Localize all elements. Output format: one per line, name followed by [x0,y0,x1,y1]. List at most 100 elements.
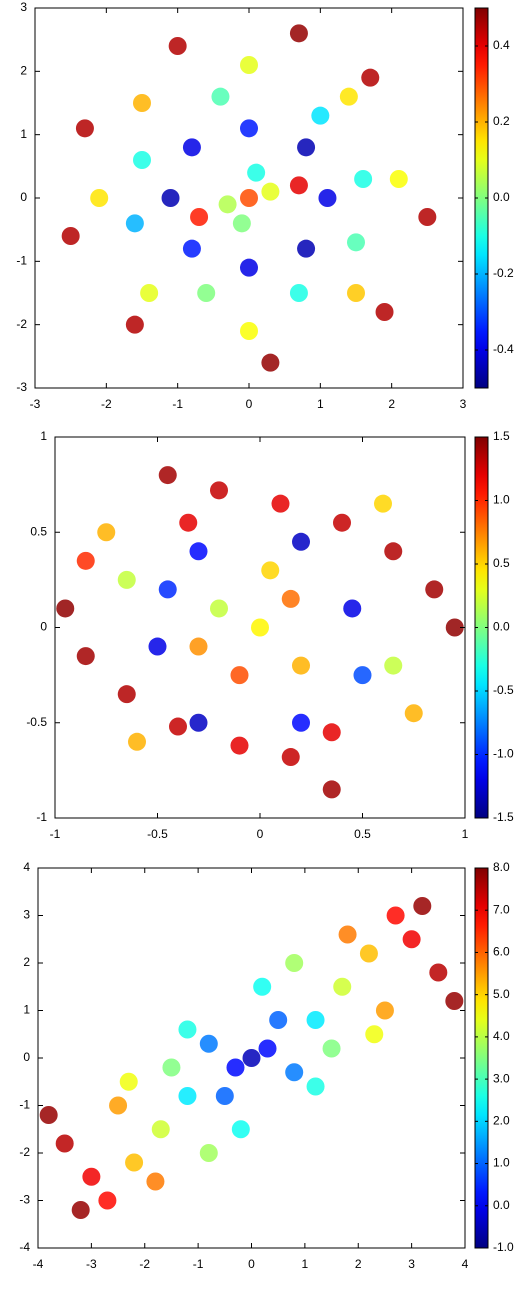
scatter-point [413,897,432,915]
scatter-point [353,666,372,685]
scatter-point [361,68,380,87]
colorbar-tick-label: 4.0 [493,1029,510,1043]
colorbar-tick-label: -1.5 [493,810,514,824]
scatter-point [333,513,351,532]
colorbar-tick-label: 5.0 [493,987,510,1001]
scatter-point [386,906,405,925]
scatter-point [125,315,144,334]
scatter-point [82,1167,101,1186]
scatter-point [210,481,228,500]
colorbar-tick-label: 0.0 [493,620,510,634]
scatter-point [297,239,316,258]
scatter-point [338,925,357,944]
y-tick-label: 0 [40,620,47,634]
x-tick-label: 4 [462,1257,469,1271]
scatter-point [247,163,266,182]
x-tick-label: 1 [317,397,324,411]
scatter-point [354,170,373,188]
scatter-point [199,1034,218,1053]
scatter-point [178,1020,197,1039]
scatter-point [76,551,95,570]
scatter-point [261,353,280,372]
scatter-point [158,466,177,485]
y-tick-label: 1 [20,127,27,141]
scatter-point [240,56,258,74]
scatter-point [189,713,208,732]
scatter-point [374,494,392,513]
y-tick-label: -1 [36,810,47,824]
scatter-point [230,666,249,685]
scatter-point [289,24,308,43]
x-tick-label: -2 [101,397,112,411]
scatter-point [365,1025,384,1044]
y-tick-label: -1 [19,1098,30,1112]
scatter-point [384,656,403,675]
scatter-point [56,599,75,618]
colorbar-tick-label: 8.0 [493,860,510,874]
scatter-point [240,189,258,207]
scatter-point [71,1201,90,1219]
scatter-point [289,176,308,195]
y-tick-label: 3 [23,908,30,922]
y-tick-label: 0 [23,1050,30,1064]
scatter-point [117,685,136,704]
scatter-point [189,637,208,656]
scatter-point [158,580,177,599]
scatter-point [333,977,352,996]
y-tick-label: 2 [20,64,27,78]
scatter-point [98,1191,117,1210]
x-tick-label: 1 [302,1257,309,1271]
scatter-point [179,513,198,532]
colorbar-tick-label: 0.5 [493,556,510,570]
scatter-point [306,1077,325,1096]
x-tick-label: -0.5 [147,827,168,841]
scatter-point [242,1049,261,1067]
x-tick-label: -1 [50,827,61,841]
scatter-point [343,599,362,618]
scatter-point [226,1058,245,1077]
scatter-point [190,208,209,226]
colorbar-tick-label: 7.0 [493,902,510,916]
scatter-point [289,284,308,302]
x-tick-label: 2 [388,397,395,411]
scatter-point [297,138,316,157]
scatter-point [375,1001,394,1020]
colorbar-tick-label: 0.0 [493,1198,510,1212]
scatter-point [253,977,272,996]
scatter-point [232,214,251,233]
scatter-point [97,523,116,542]
colorbar-tick-label: -0.2 [493,266,514,280]
colorbar-tick-label: -0.5 [493,683,514,697]
scatter-point [271,494,290,513]
scatter-point [445,618,464,637]
colorbar-tick-label: 1.0 [493,1156,510,1170]
scatter-point [128,732,146,751]
scatter-point [61,227,80,245]
scatter-point [269,1011,288,1029]
scatter-point [347,284,365,302]
scatter-point [285,954,304,972]
scatter-point [322,723,341,742]
y-tick-label: -3 [19,1193,30,1207]
colorbar-tick-label: 0.2 [493,114,510,128]
colorbar-tick-label: 2.0 [493,1114,510,1128]
scatter-point [146,1172,165,1191]
scatter-point [240,258,258,277]
scatter-point [258,1039,277,1058]
scatter-point [322,780,341,799]
colorbar-tick-label: 0.4 [493,38,510,52]
scatter-point [375,303,394,321]
scatter-point [231,1120,250,1139]
scatter-point [251,618,269,637]
y-tick-label: 3 [20,0,27,14]
scatter-point [182,239,201,258]
scatter-point [90,189,109,207]
y-tick-label: 2 [23,955,30,969]
colorbar-tick-label: 6.0 [493,945,510,959]
scatter-point [182,138,201,157]
x-tick-label: 3 [460,397,467,411]
scatter-point [261,182,280,201]
scatter-point [161,189,180,207]
scatter-point [178,1087,197,1105]
